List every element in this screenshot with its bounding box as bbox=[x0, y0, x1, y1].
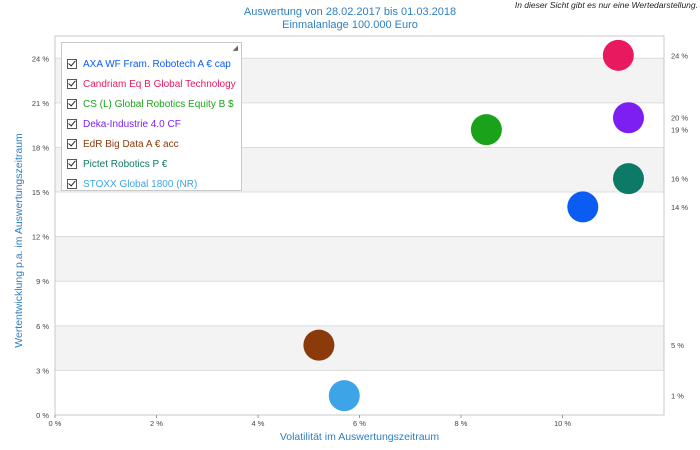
legend-item[interactable]: CS (L) Global Robotics Equity B $ bbox=[62, 94, 241, 114]
data-point bbox=[328, 380, 360, 412]
right-value-label: 20 % bbox=[671, 114, 688, 123]
legend-item[interactable]: Pictet Robotics P € bbox=[62, 154, 241, 174]
legend-checkbox[interactable] bbox=[67, 79, 77, 89]
right-value-label: 1 % bbox=[671, 392, 684, 401]
legend-items: AXA WF Fram. Robotech A € cap Candriam Eq… bbox=[62, 54, 241, 194]
legend-item[interactable]: EdR Big Data A € acc bbox=[62, 134, 241, 154]
y-tick-label: 15 % bbox=[32, 188, 49, 197]
x-tick-label: 2 % bbox=[150, 419, 163, 428]
legend-label: Deka-Industrie 4.0 CF bbox=[83, 118, 181, 130]
y-tick-label: 24 % bbox=[32, 54, 49, 63]
y-tick-label: 9 % bbox=[36, 277, 49, 286]
data-point bbox=[567, 191, 599, 223]
y-tick-label: 0 % bbox=[36, 411, 49, 420]
legend-checkbox[interactable] bbox=[67, 59, 77, 69]
grid-band bbox=[55, 236, 664, 282]
y-tick-label: 18 % bbox=[32, 143, 49, 152]
view-note: In dieser Sicht gibt es nur eine Werteda… bbox=[514, 0, 698, 10]
right-value-label: 5 % bbox=[671, 341, 684, 350]
legend-checkbox[interactable] bbox=[67, 139, 77, 149]
chart-title-block: Auswertung von 28.02.2017 bis 01.03.2018… bbox=[0, 6, 700, 32]
legend-checkbox[interactable] bbox=[67, 179, 77, 189]
legend-label: CS (L) Global Robotics Equity B $ bbox=[83, 98, 234, 110]
legend-checkbox[interactable] bbox=[67, 159, 77, 169]
legend-item[interactable]: Deka-Industrie 4.0 CF bbox=[62, 114, 241, 134]
chart-title: Auswertung von 28.02.2017 bis 01.03.2018 bbox=[243, 6, 457, 18]
y-axis-label: Wertentwicklung p.a. im Auswertungszeitr… bbox=[13, 133, 25, 348]
chart-subtitle: Einmalanlage 100.000 Euro bbox=[282, 19, 418, 31]
x-tick-label: 10 % bbox=[554, 419, 571, 428]
grid-band bbox=[55, 325, 664, 371]
legend-label: AXA WF Fram. Robotech A € cap bbox=[83, 58, 231, 70]
legend-label: Pictet Robotics P € bbox=[83, 158, 168, 170]
legend-label: STOXX Global 1800 (NR) bbox=[83, 178, 198, 190]
legend-checkbox[interactable] bbox=[67, 99, 77, 109]
y-tick-label: 12 % bbox=[32, 233, 49, 242]
data-point bbox=[470, 114, 502, 146]
right-value-label: 24 % bbox=[671, 51, 688, 60]
x-tick-label: 6 % bbox=[353, 419, 366, 428]
legend-checkbox[interactable] bbox=[67, 119, 77, 129]
right-value-label: 14 % bbox=[671, 203, 688, 212]
legend[interactable]: ◢ AXA WF Fram. Robotech A € cap Candriam … bbox=[61, 42, 242, 191]
right-value-label: 16 % bbox=[671, 175, 688, 184]
legend-label: Candriam Eq B Global Technology bbox=[83, 78, 236, 90]
legend-item[interactable]: AXA WF Fram. Robotech A € cap bbox=[62, 54, 241, 74]
data-point bbox=[602, 39, 634, 71]
data-point bbox=[612, 102, 644, 134]
data-point bbox=[612, 163, 644, 195]
legend-label: EdR Big Data A € acc bbox=[83, 138, 179, 150]
data-point bbox=[303, 329, 335, 361]
x-tick-label: 0 % bbox=[49, 419, 62, 428]
y-tick-label: 21 % bbox=[32, 99, 49, 108]
legend-item[interactable]: Candriam Eq B Global Technology bbox=[62, 74, 241, 94]
x-axis-label: Volatilität im Auswertungszeitraum bbox=[280, 431, 440, 443]
x-tick-label: 8 % bbox=[455, 419, 468, 428]
y-tick-label: 6 % bbox=[36, 322, 49, 331]
legend-collapse-icon[interactable]: ◢ bbox=[232, 45, 238, 52]
x-tick-label: 4 % bbox=[252, 419, 265, 428]
right-value-label: 19 % bbox=[671, 126, 688, 135]
legend-item[interactable]: STOXX Global 1800 (NR) bbox=[62, 174, 241, 194]
y-tick-label: 3 % bbox=[36, 366, 49, 375]
